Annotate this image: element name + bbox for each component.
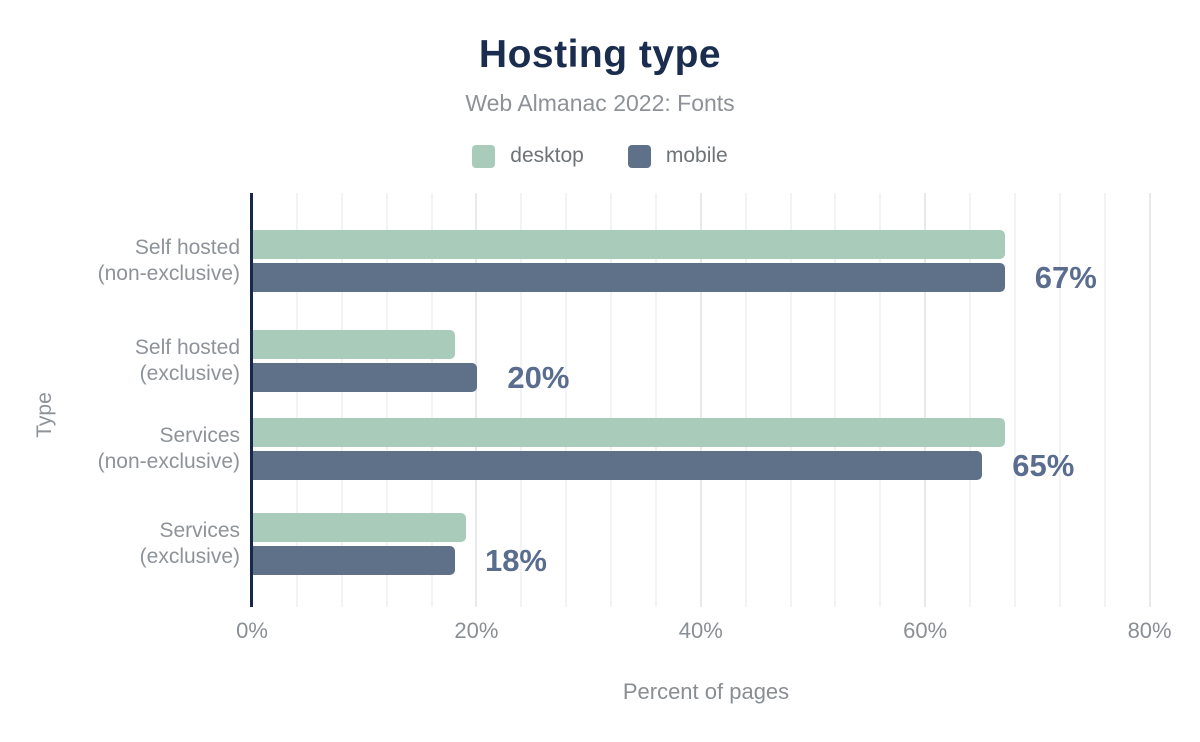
bar-mobile-services-non-exclusive: [253, 451, 983, 480]
legend-item-desktop: desktop: [472, 144, 584, 168]
x-tick-label: 40%: [678, 618, 723, 643]
bar-desktop-self-hosted-exclusive: [253, 330, 455, 359]
bar-mobile-self-hosted-exclusive: [253, 363, 478, 392]
bar-mobile-self-hosted-non-exclusive: [253, 263, 1005, 292]
gridline-minor: [789, 193, 792, 607]
legend-swatch-desktop-icon: [472, 144, 496, 168]
category-label-self-hosted-exclusive: Self hosted (exclusive): [134, 336, 240, 385]
gridline-major: [924, 193, 927, 607]
legend-label: mobile: [665, 144, 728, 167]
gridline-minor: [744, 193, 747, 607]
x-axis-ticks: 0% 20% 40% 60% 80%: [236, 618, 1172, 646]
gridline-minor: [340, 193, 343, 607]
x-tick-label: 20%: [454, 618, 499, 643]
bar-desktop-services-non-exclusive: [253, 418, 1005, 447]
bar-desktop-self-hosted-non-exclusive: [253, 230, 1005, 259]
gridline-minor: [520, 193, 523, 607]
y-axis-line: [250, 193, 253, 607]
legend: desktop mobile: [0, 142, 1200, 170]
legend-swatch-mobile-icon: [627, 144, 651, 168]
gridline-minor: [1013, 193, 1016, 607]
gridline-minor: [295, 193, 298, 607]
category-label-self-hosted-non-exclusive: Self hosted (non-exclusive): [97, 236, 240, 285]
gridline-minor: [1103, 193, 1106, 607]
bar-mobile-services-exclusive: [253, 546, 455, 575]
value-label-self-hosted-exclusive: 20%: [507, 359, 570, 395]
gridline-minor: [565, 193, 568, 607]
value-label-self-hosted-non-exclusive: 67%: [1034, 259, 1097, 295]
gridline-major: [699, 193, 702, 607]
plot-area: [250, 193, 1160, 607]
gridline-minor: [1058, 193, 1061, 607]
gridline-major: [1148, 193, 1151, 607]
bar-desktop-services-exclusive: [253, 513, 467, 542]
gridline-minor: [834, 193, 837, 607]
gridline-minor: [385, 193, 388, 607]
value-label-services-exclusive: 18%: [484, 542, 547, 578]
gridline-minor: [879, 193, 882, 607]
legend-item-mobile: mobile: [627, 144, 728, 168]
gridline-major: [475, 193, 478, 607]
chart-title: Hosting type: [478, 33, 722, 76]
x-tick-label: 0%: [236, 618, 268, 643]
value-label-services-non-exclusive: 65%: [1012, 447, 1075, 483]
gridline-minor: [969, 193, 972, 607]
x-axis-title: Percent of pages: [622, 679, 790, 704]
gridline-minor: [430, 193, 433, 607]
legend-label: desktop: [510, 144, 584, 167]
chart-subtitle: Web Almanac 2022: Fonts: [465, 90, 735, 116]
x-tick-label: 60%: [903, 618, 948, 643]
gridline-minor: [610, 193, 613, 607]
gridline-minor: [654, 193, 657, 607]
category-label-services-exclusive: Services (exclusive): [139, 519, 240, 568]
x-tick-label: 80%: [1127, 618, 1172, 643]
category-label-services-non-exclusive: Services (non-exclusive): [97, 424, 240, 473]
